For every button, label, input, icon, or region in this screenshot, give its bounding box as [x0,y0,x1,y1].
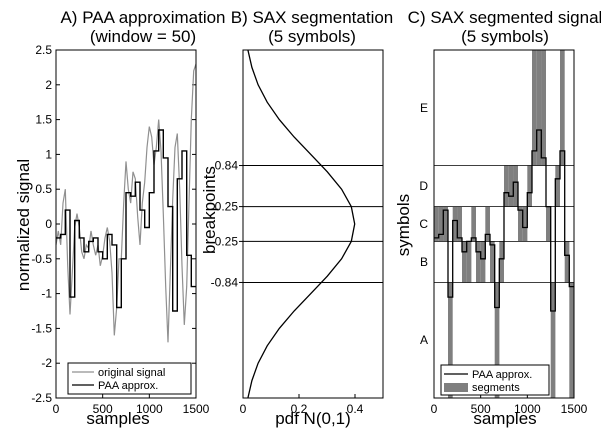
panel-c-title: C) SAX segmented signal [408,8,601,27]
panel-a-legend: original signal PAA approx. [67,362,192,395]
panel-b-ytick-label: -0.84 [211,275,239,289]
panel-b-xtick-label: 0.4 [347,402,364,416]
panel-c-legend: PAA approx. segments [440,364,550,396]
panel-b-xtick-label: 0.2 [291,402,308,416]
panel-b-ytick-label: 0.84 [215,159,239,173]
panel-a-plot: -2.5 -2 -1.5 -1 -0.5 0 0.5 1 1.5 2 2.5 0 500 1000 1500 [31,43,209,416]
legend-c-segments: segments [472,382,520,394]
panel-c-ylabel: symbols [394,194,413,256]
segment-bar [550,282,556,398]
segment-bar [555,165,560,207]
legend-paa: PAA approx. [98,380,158,392]
segment-bar [448,282,453,398]
panel-a-legend-box [67,362,192,395]
panel-c-symbol-label: C [419,217,428,231]
segment-bar [532,50,537,166]
panel-b-ytick-label: -0.25 [211,234,239,248]
panel-a: A) PAA approximation (window = 50) norma… [14,8,226,428]
segment-bar [466,241,472,283]
panel-a-xtick-label: 0 [53,402,60,416]
segment-bar [536,50,542,166]
segment-bar [560,50,565,166]
segment-bar [476,241,481,283]
panel-a-ytick-label: -2.5 [31,391,52,405]
legend-original-signal: original signal [98,367,165,379]
series-gaussian-pdf [247,49,356,399]
panel-b-subtitle: (5 symbols) [268,27,356,46]
panel-c-xtick-label: 0 [431,402,438,416]
panel-a-ytick-label: -1.5 [31,321,52,335]
segment-bar [569,282,574,398]
panel-a-ytick-label: -1 [41,287,52,301]
panel-a-xlabel: samples [86,409,149,428]
panel-c-xlabel: samples [473,409,536,428]
segment-bar [457,206,462,242]
segment-bar [513,165,518,207]
panel-c-subtitle: (5 symbols) [461,27,549,46]
panel-a-xtick-label: 1000 [136,402,163,416]
panel-b-ytick-label: 0.25 [215,200,239,214]
panel-a-subtitle: (window = 50) [90,27,196,46]
panel-a-ytick-label: 2 [45,78,52,92]
segment-bar [494,282,500,398]
segment-bar [541,50,546,166]
legend-c-segments-swatch [444,383,468,392]
panel-a-xtick-label: 500 [93,402,113,416]
segment-bar [499,241,504,283]
panel-b-xlabel: pdf N(0,1) [275,409,351,428]
segment-bar [443,206,448,242]
segment-bar [564,241,570,283]
panel-a-ytick-label: 1 [45,147,52,161]
panel-a-ytick-label: 0.5 [35,182,52,196]
panel-c: C) SAX segmented signal (5 symbols) symb… [394,8,601,428]
panel-b-plot: 0.84 0.25 -0.25 -0.84 0 0.2 0.4 [211,49,383,416]
panel-a-ytick-label: -0.5 [31,252,52,266]
segment-bar [546,206,551,242]
panel-a-ytick-label: 2.5 [35,43,52,57]
panel-c-xtick-label: 1000 [514,402,541,416]
panel-c-symbol-label: D [419,179,428,193]
panel-c-xtick-label: 500 [471,402,491,416]
panel-c-symbol-label: E [420,101,428,115]
panel-b-title: B) SAX segmentation [231,8,394,27]
segment-bar [471,206,476,242]
series-paa-approx [56,129,196,312]
panel-a-ylabel: normalized signal [14,159,33,291]
panel-c-xtick-label: 1500 [561,402,588,416]
series-c-paa-approx [434,129,574,312]
segment-bar [518,206,523,242]
segment-bar [508,165,514,207]
panel-a-frame [55,49,197,399]
segment-bar [452,206,458,242]
panel-b-xtick-label: 0 [240,402,247,416]
panel-c-frame [433,49,575,399]
segment-bar [485,206,490,242]
panel-b-ylabel: breakpoints [200,166,219,254]
segment-bar [480,241,486,283]
panel-c-symbol-label: A [420,333,428,347]
panel-b-frame [242,49,384,399]
panel-a-ytick-label: 1.5 [35,113,52,127]
segment-bar [504,165,509,207]
segment-bar [527,165,532,207]
panel-a-xtick-label: 1500 [183,402,210,416]
panel-a-ytick-label: 0 [45,217,52,231]
legend-c-paa: PAA approx. [472,369,532,381]
segment-bar [462,241,467,283]
segment-bar [522,206,528,242]
panel-b: B) SAX segmentation (5 symbols) breakpoi… [200,8,393,428]
panel-a-ytick-label: -2 [41,356,52,370]
panel-c-symbol-label: B [420,255,428,269]
panel-c-plot: A B C D E 0 500 1000 1500 [419,50,588,416]
segment-bar [490,241,495,283]
segment-bar [438,206,444,242]
segment-bar [434,206,439,242]
panel-a-title: A) PAA approximation [60,8,225,27]
